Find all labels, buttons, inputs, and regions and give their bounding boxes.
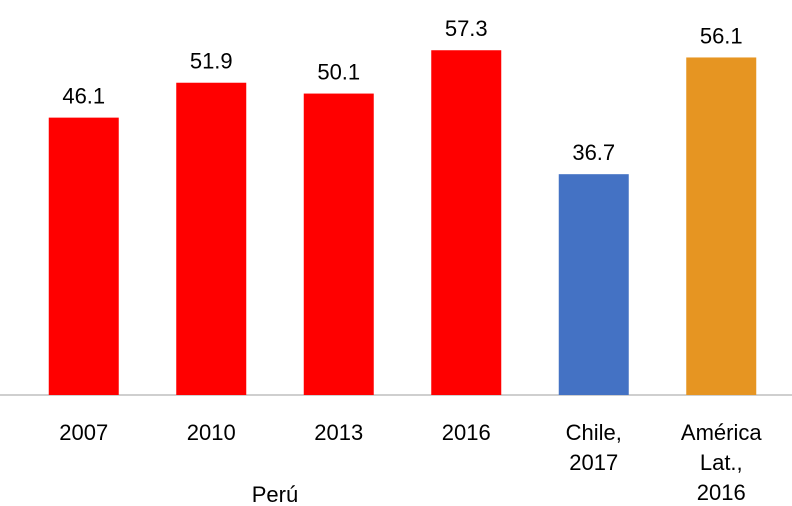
- bar: [176, 82, 247, 396]
- bar: [686, 57, 757, 396]
- value-label: 50.1: [317, 60, 360, 85]
- value-label: 57.3: [445, 16, 488, 41]
- x-tick-label: 2013: [314, 420, 363, 445]
- x-tick-label: América Lat., 2016: [681, 420, 762, 505]
- group-label: Perú: [252, 482, 298, 506]
- x-tick-label: Chile, 2017: [566, 420, 622, 475]
- x-tick-label: 2010: [187, 420, 236, 445]
- bar: [48, 117, 119, 396]
- value-label: 56.1: [700, 23, 743, 48]
- value-label: 46.1: [62, 84, 105, 109]
- value-label: 36.7: [572, 140, 615, 165]
- bar: [303, 93, 374, 395]
- bar: [431, 50, 502, 396]
- x-tick-label: 2016: [442, 420, 491, 445]
- x-tick-label: 2007: [59, 420, 108, 445]
- bar: [558, 174, 629, 395]
- value-label: 51.9: [190, 49, 233, 74]
